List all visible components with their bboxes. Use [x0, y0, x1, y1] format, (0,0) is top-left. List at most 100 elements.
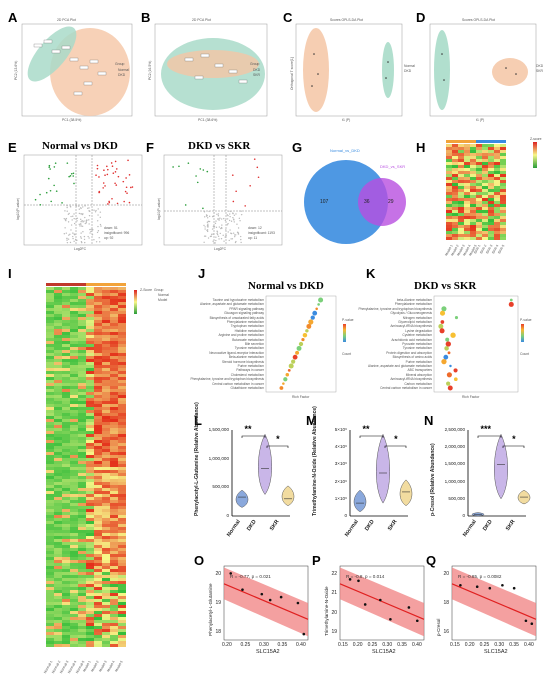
- heatmap-i-cell: [62, 290, 70, 293]
- corr-regression-line: [451, 583, 537, 620]
- heatmap-i-cell: [118, 554, 126, 557]
- heatmap-i-cell: [70, 473, 78, 476]
- heatmap-i-cell: [70, 311, 78, 314]
- heatmap-i-cell: [110, 539, 118, 542]
- volcano-point-up: [95, 174, 97, 176]
- heatmap-i-cell: [78, 374, 86, 377]
- heatmap-i-cell: [46, 314, 54, 317]
- heatmap-i: [46, 283, 126, 647]
- heatmap-i-cell: [62, 608, 70, 611]
- heatmap-h-cell: [458, 177, 464, 180]
- heatmap-h-cell: [494, 189, 500, 192]
- heatmap-i-cell: [54, 632, 62, 635]
- volcano-f-title: DKD vs SKR: [188, 140, 251, 152]
- heatmap-i-cell: [70, 338, 78, 341]
- heatmap-h-cell: [464, 192, 470, 195]
- heatmap-i-cell: [118, 350, 126, 353]
- corr-point: [512, 586, 516, 590]
- heatmap-i-cell: [54, 374, 62, 377]
- heatmap-i-cell: [110, 629, 118, 632]
- heatmap-i-cell: [46, 299, 54, 302]
- heatmap-i-cell: [94, 470, 102, 473]
- volcano-point-ns: [226, 214, 228, 216]
- heatmap-i-cell: [62, 443, 70, 446]
- heatmap-i-cell: [54, 392, 62, 395]
- heatmap-i-cell: [78, 563, 86, 566]
- heatmap-h-cell: [464, 195, 470, 198]
- heatmap-i-cell: [54, 416, 62, 419]
- heatmap-i-cell: [94, 572, 102, 575]
- heatmap-i-cell: [102, 575, 110, 578]
- volcano-point-up: [115, 168, 118, 170]
- heatmap-h-cell: [500, 174, 506, 177]
- panel-label-q: Q: [426, 553, 437, 568]
- volcano-point-ns: [226, 218, 229, 220]
- volcano-point-ns: [224, 219, 227, 222]
- heatmap-i-cell: [62, 338, 70, 341]
- heatmap-h-cell: [446, 222, 452, 225]
- heatmap-i-cell: [110, 470, 118, 473]
- heatmap-i-cell: [78, 479, 86, 482]
- heatmap-h-cell: [446, 150, 452, 153]
- enrich-term-label: Phenylalanine, tyrosine and tryptophan b…: [358, 306, 432, 311]
- heatmap-i-cell: [118, 416, 126, 419]
- volcano-point-ns: [76, 217, 79, 220]
- heatmap-i-cell: [118, 299, 126, 302]
- heatmap-i-cell: [70, 353, 78, 356]
- volcano-point-ns: [225, 234, 227, 236]
- heatmap-i-cell: [94, 467, 102, 470]
- volcano-point-ns: [237, 227, 240, 229]
- heatmap-h-cell: [446, 153, 452, 156]
- heatmap-i-cell: [54, 440, 62, 443]
- volcano-point-ns: [88, 237, 90, 239]
- heatmap-i-cell: [102, 629, 110, 632]
- heatmap-i-cell: [94, 569, 102, 572]
- heatmap-i-cell: [110, 524, 118, 527]
- corr-point: [268, 598, 272, 602]
- heatmap-h-cell: [446, 144, 452, 147]
- violin-y-tick: 0: [462, 513, 465, 518]
- heatmap-i-cell: [78, 452, 86, 455]
- corr-y-tick: 20: [331, 609, 337, 616]
- heatmap-i-cell: [118, 449, 126, 452]
- heatmap-i-cell: [110, 530, 118, 533]
- heatmap-i-cell: [70, 491, 78, 494]
- heatmap-i-cell: [86, 539, 94, 542]
- heatmap-i-cell: [86, 308, 94, 311]
- heatmap-i-cell: [118, 383, 126, 386]
- heatmap-i-cell: [70, 617, 78, 620]
- heatmap-h-cell: [482, 201, 488, 204]
- heatmap-i-cell: [62, 449, 70, 452]
- heatmap-h-cell: [464, 228, 470, 231]
- volcano-point-ns: [76, 220, 78, 222]
- heatmap-i-cell: [46, 521, 54, 524]
- heatmap-i-cell: [78, 482, 86, 485]
- heatmap-i-cell: [54, 320, 62, 323]
- significance-stars: **: [362, 424, 370, 434]
- heatmap-i-cell: [110, 608, 118, 611]
- volcano-point-ns: [87, 207, 89, 209]
- opls-c-legend-2: DKD: [404, 69, 412, 73]
- volcano-point-ns: [89, 232, 91, 234]
- violin-skr: [281, 485, 295, 506]
- heatmap-i-cell: [118, 506, 126, 509]
- heatmap-i-cell: [70, 455, 78, 458]
- volcano-point-ns: [86, 219, 88, 221]
- heatmap-i-cell: [62, 440, 70, 443]
- enrich-term-label: ABC transporters: [407, 368, 432, 373]
- heatmap-i-cell: [70, 494, 78, 497]
- heatmap-i-cell: [62, 464, 70, 467]
- heatmap-h-cell: [488, 153, 494, 156]
- volcano-point-ns: [88, 223, 90, 225]
- heatmap-h-cell: [470, 174, 476, 177]
- heatmap-h-cell: [488, 165, 494, 168]
- heatmap-i-cell: [78, 302, 86, 305]
- corr-x-label: SLC15A2: [372, 649, 396, 655]
- violin-y-tick: 4×10⁶: [334, 444, 347, 450]
- heatmap-i-cell: [62, 317, 70, 320]
- volcano-point-ns: [81, 241, 83, 244]
- heatmap-i-cell: [118, 518, 126, 521]
- heatmap-h-cell: [488, 147, 494, 150]
- corr-x-tick: 0.30: [259, 642, 269, 648]
- volcano-point-ns: [225, 229, 227, 231]
